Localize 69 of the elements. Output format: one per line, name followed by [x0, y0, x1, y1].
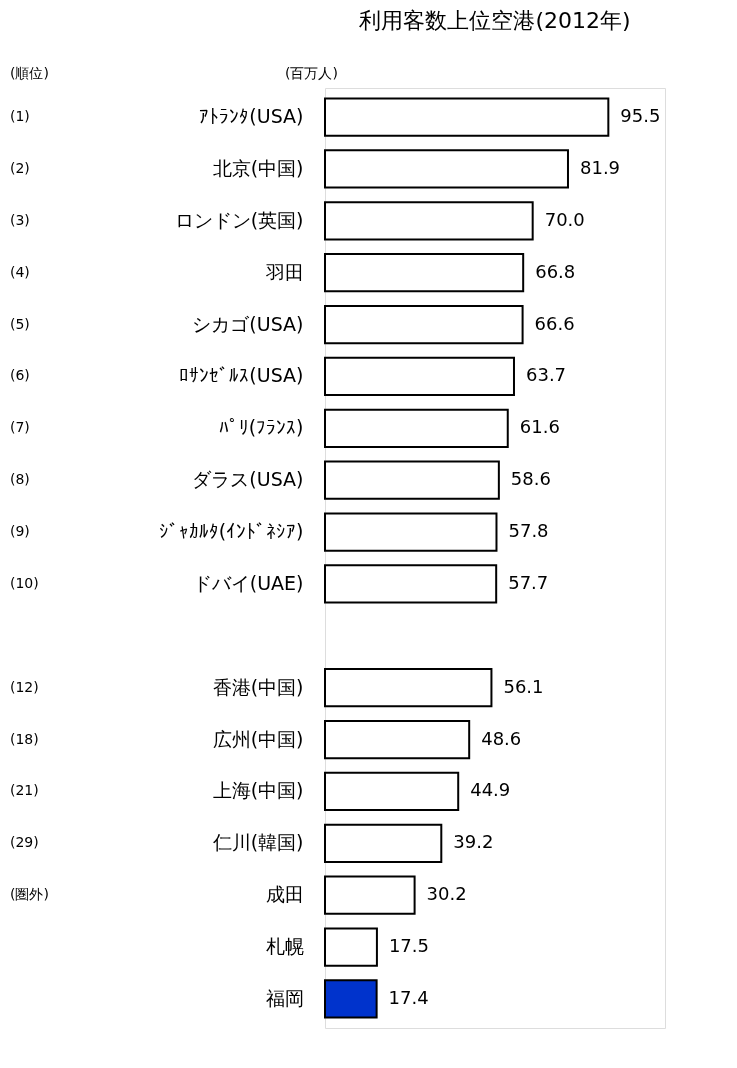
- data-label: 17.5: [388, 935, 429, 957]
- bar: [324, 719, 471, 760]
- data-label: 39.2: [453, 831, 494, 853]
- data-label: 57.7: [508, 571, 549, 593]
- y-tick-label: ｼﾞｬｶﾙﾀ(ｲﾝﾄﾞﾈｼｱ): [158, 520, 304, 543]
- bar: [324, 356, 515, 397]
- text: (10): [10, 574, 39, 591]
- y-tick-label: 香港(中国): [212, 675, 304, 698]
- y-tick-label: 上海(中国): [212, 779, 304, 802]
- data-label: 66.8: [535, 260, 576, 282]
- bar: [324, 875, 416, 915]
- y-tick-label: 成田: [265, 883, 304, 906]
- data-label: 44.9: [470, 779, 511, 801]
- data-label: 56.1: [503, 675, 544, 697]
- text: (4): [10, 263, 30, 280]
- data-label: 17.4: [388, 986, 429, 1008]
- y-tick-label: ダラス(USA): [192, 468, 304, 491]
- bar: [324, 460, 500, 500]
- data-label: 48.6: [481, 727, 522, 749]
- data-label: 70.0: [544, 208, 585, 230]
- bar: [324, 564, 498, 604]
- text: (29): [10, 834, 39, 851]
- y-tick-label: 羽田: [264, 260, 304, 283]
- y-tick-label: 北京(中国): [212, 156, 304, 179]
- text: (6): [10, 367, 30, 384]
- text: (3): [10, 211, 30, 228]
- bar: [324, 253, 525, 293]
- text: (7): [10, 419, 30, 436]
- text: (8): [10, 471, 30, 488]
- y-tick-label: 札幌: [265, 935, 304, 958]
- y-tick-label: 福岡: [265, 986, 304, 1009]
- text: (1): [10, 108, 30, 125]
- data-label: 66.6: [534, 312, 575, 334]
- y-tick-label: ロンドン(英国): [174, 208, 304, 231]
- bar: [324, 304, 524, 345]
- text: (圏外): [10, 886, 49, 903]
- chart-title: 利用客数上位空港(2012年): [359, 8, 631, 33]
- bar: [324, 408, 509, 448]
- y-tick-label: シカゴ(USA): [192, 312, 304, 335]
- bar: [324, 668, 493, 708]
- data-label: 57.8: [508, 520, 549, 542]
- data-label: 63.7: [525, 364, 567, 386]
- y-tick-label: 仁川(韓国): [211, 831, 304, 854]
- text: (2): [10, 159, 30, 176]
- text: (12): [10, 678, 39, 695]
- bar: [324, 512, 498, 552]
- text: (9): [10, 523, 30, 540]
- data-label: 30.2: [426, 883, 467, 905]
- bar: [324, 201, 534, 241]
- text: (5): [10, 315, 30, 332]
- bar: [324, 823, 443, 863]
- bar: [324, 149, 569, 189]
- y-tick-label: ﾛｻﾝｾﾞﾙｽ(USA): [179, 364, 304, 387]
- text: (順位): [10, 65, 49, 81]
- y-tick-label: ﾊﾟﾘ(ﾌﾗﾝｽ): [218, 416, 304, 439]
- y-tick-label: ｱﾄﾗﾝﾀ(USA): [199, 105, 304, 128]
- text: (18): [10, 730, 39, 747]
- bar: [324, 979, 378, 1019]
- data-label: 58.6: [510, 468, 551, 490]
- y-tick-label: 広州(中国): [212, 727, 304, 750]
- text: (百万人): [285, 65, 338, 81]
- y-tick-label: ドバイ(UAE): [192, 571, 304, 594]
- data-label: 81.9: [579, 156, 621, 178]
- bar: [324, 97, 610, 137]
- text: (21): [10, 782, 39, 799]
- data-label: 61.6: [519, 416, 560, 438]
- data-label: 95.5: [620, 105, 661, 127]
- bar: [324, 771, 460, 812]
- bar: [324, 927, 378, 967]
